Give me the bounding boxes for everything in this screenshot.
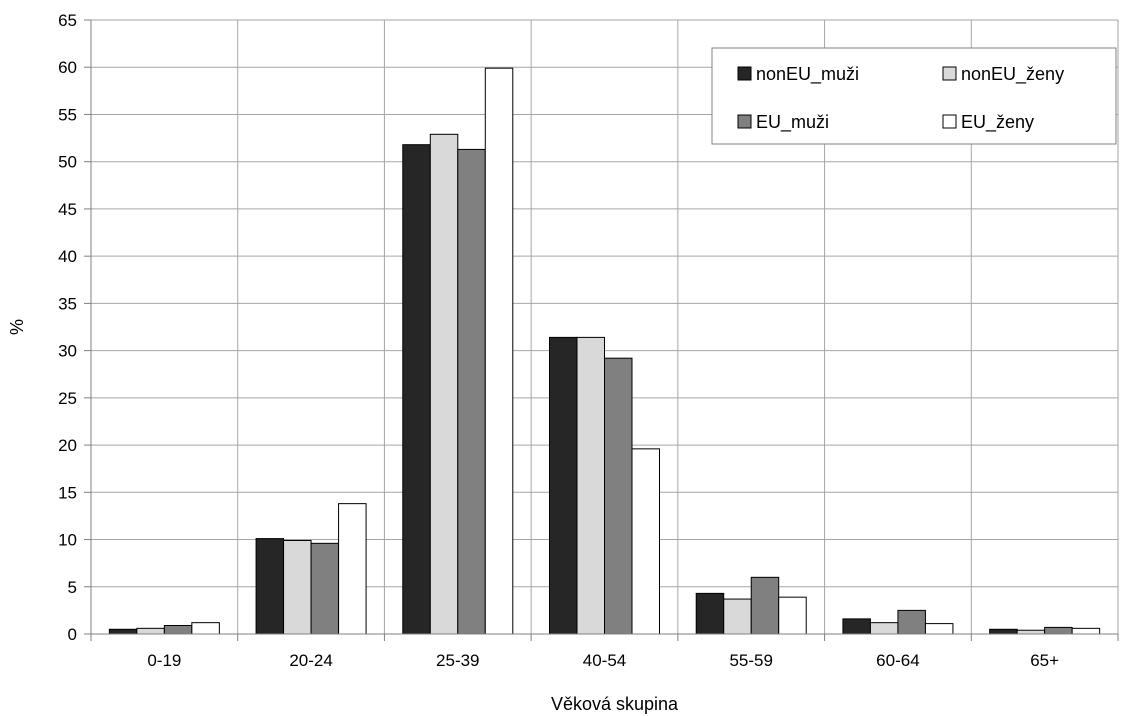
legend-swatch bbox=[737, 66, 752, 81]
y-axis-title: % bbox=[7, 319, 27, 335]
bar-EU_muži-0-19 bbox=[163, 624, 193, 635]
x-tick-label: 60-64 bbox=[876, 651, 919, 670]
bars bbox=[108, 67, 1101, 635]
y-tick-label: 45 bbox=[58, 200, 77, 219]
y-tick-label: 20 bbox=[58, 436, 77, 455]
y-tick-label: 0 bbox=[68, 625, 77, 644]
bar-nonEU_muži-60-64 bbox=[842, 618, 871, 635]
y-tick-label: 15 bbox=[58, 483, 77, 502]
bar-nonEU_ženy-60-64 bbox=[869, 622, 899, 635]
x-tick-label: 40-54 bbox=[583, 651, 626, 670]
y-tick-label: 30 bbox=[58, 342, 77, 361]
bar-EU_muži-25-39 bbox=[457, 148, 486, 635]
bar-nonEU_muži-55-59 bbox=[695, 592, 725, 635]
y-tick-label: 50 bbox=[58, 153, 77, 172]
legend-box bbox=[711, 47, 1117, 145]
y-tick-label: 65 bbox=[58, 11, 77, 30]
bar-nonEU_ženy-65+ bbox=[1016, 629, 1046, 635]
legend: nonEU_muži nonEU_ženy EU_muži EU_ženy bbox=[711, 47, 1117, 145]
y-tick-label: 25 bbox=[58, 389, 77, 408]
legend-swatch bbox=[737, 114, 752, 129]
bar-EU_ženy-20-24 bbox=[338, 503, 367, 635]
bar-EU_muži-55-59 bbox=[750, 576, 780, 635]
bar-EU_muži-65+ bbox=[1044, 626, 1073, 635]
legend-label: EU_muži bbox=[756, 112, 829, 133]
y-tick-label: 5 bbox=[68, 578, 77, 597]
x-tick-label: 65+ bbox=[1030, 651, 1059, 670]
x-tick-label: 20-24 bbox=[289, 651, 332, 670]
axes bbox=[84, 19, 1119, 641]
y-tick-label: 40 bbox=[58, 247, 77, 266]
bar-nonEU_ženy-40-54 bbox=[576, 336, 605, 635]
bar-nonEU_muži-0-19 bbox=[108, 628, 138, 635]
bar-nonEU_ženy-0-19 bbox=[136, 627, 165, 635]
bar-nonEU_ženy-20-24 bbox=[283, 539, 312, 635]
y-tick-label: 55 bbox=[58, 105, 77, 124]
y-tick-label: 35 bbox=[58, 294, 77, 313]
legend-label: EU_ženy bbox=[961, 112, 1034, 133]
bar-EU_muži-40-54 bbox=[604, 357, 633, 635]
legend-swatch bbox=[942, 114, 957, 129]
y-tick-label: 10 bbox=[58, 531, 77, 550]
y-tick-labels: 0 5 10 15 20 25 30 35 40 45 50 55 60 65 bbox=[58, 11, 77, 644]
legend-label: nonEU_muži bbox=[756, 64, 859, 85]
bar-EU_ženy-65+ bbox=[1071, 627, 1101, 635]
bar-nonEU_muži-65+ bbox=[989, 628, 1018, 635]
bar-EU_muži-20-24 bbox=[310, 542, 340, 635]
bar-EU_ženy-60-64 bbox=[924, 623, 954, 635]
bar-nonEU_muži-25-39 bbox=[402, 144, 431, 635]
legend-swatch bbox=[942, 66, 957, 81]
x-tick-labels: 0-19 20-24 25-39 40-54 55-59 60-64 65+ bbox=[147, 651, 1059, 670]
bar-EU_muži-60-64 bbox=[897, 609, 926, 635]
x-tick-label: 55-59 bbox=[729, 651, 772, 670]
x-axis-title: Věková skupina bbox=[551, 694, 679, 714]
bar-nonEU_muži-40-54 bbox=[549, 336, 578, 635]
bar-EU_ženy-25-39 bbox=[484, 67, 514, 635]
y-tick-label: 60 bbox=[58, 58, 77, 77]
legend-label: nonEU_ženy bbox=[961, 64, 1064, 85]
bar-EU_ženy-40-54 bbox=[631, 448, 660, 635]
x-tick-label: 25-39 bbox=[436, 651, 479, 670]
bar-EU_ženy-55-59 bbox=[778, 596, 807, 635]
bar-nonEU_muži-20-24 bbox=[255, 538, 285, 635]
bar-EU_ženy-0-19 bbox=[191, 622, 220, 635]
x-tick-label: 0-19 bbox=[147, 651, 181, 670]
bar-nonEU_ženy-55-59 bbox=[723, 598, 752, 635]
bar-nonEU_ženy-25-39 bbox=[429, 133, 459, 635]
